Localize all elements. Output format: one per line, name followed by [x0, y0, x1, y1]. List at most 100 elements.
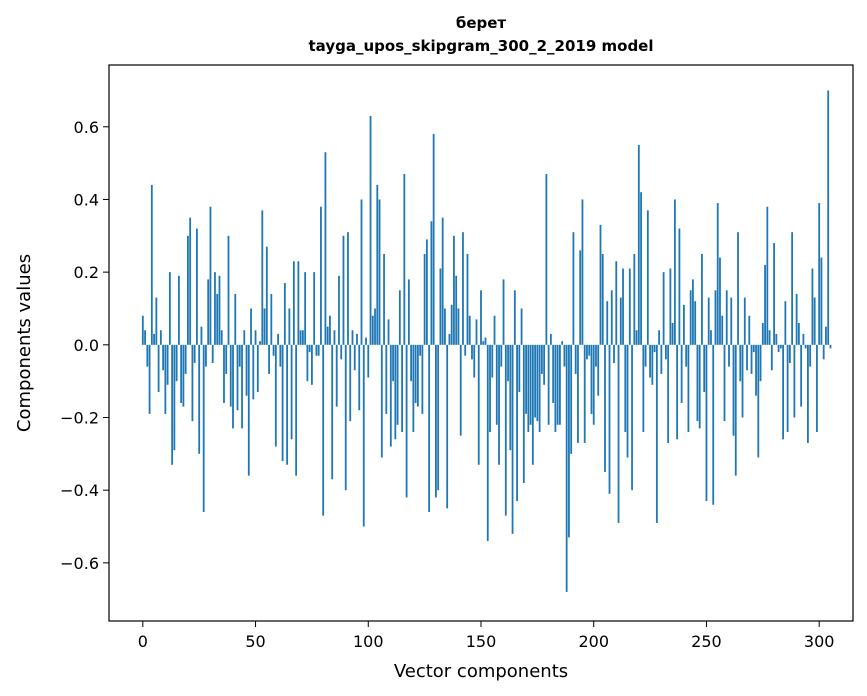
bar [502, 279, 505, 345]
bar [712, 344, 715, 505]
bar [428, 344, 431, 512]
bar [613, 344, 615, 363]
y-tick-label: 0.6 [74, 118, 99, 137]
bar [247, 344, 250, 476]
bar [520, 308, 523, 345]
bar [286, 344, 289, 465]
bar [173, 344, 176, 451]
bar [484, 337, 487, 345]
bar [308, 344, 311, 353]
bar [606, 301, 609, 345]
bar [597, 344, 600, 396]
bar [667, 344, 670, 443]
bar [421, 344, 424, 414]
bar [180, 344, 183, 403]
bar [198, 344, 201, 454]
bar [795, 293, 798, 345]
bar [419, 344, 422, 356]
bar [784, 301, 787, 345]
bar [425, 239, 428, 345]
x-tick-label: 50 [245, 632, 265, 651]
bar [813, 297, 816, 345]
bar [146, 344, 149, 367]
bar [270, 293, 273, 345]
bar [268, 344, 270, 374]
bar [471, 344, 473, 360]
bar [164, 344, 167, 414]
bar [581, 199, 584, 345]
bar [342, 235, 345, 345]
bar [595, 344, 597, 367]
bar [509, 344, 512, 451]
bar [725, 290, 728, 345]
bar [561, 341, 564, 345]
bar [335, 344, 338, 407]
bar [782, 344, 785, 440]
bar [827, 90, 830, 345]
bar [207, 279, 210, 345]
bar [229, 344, 232, 407]
bar [655, 344, 658, 523]
bar [477, 344, 480, 465]
bar [680, 344, 683, 403]
bar [356, 333, 358, 345]
bar [432, 134, 435, 345]
bar [552, 344, 555, 403]
bar [159, 330, 162, 345]
bar [563, 344, 566, 367]
bar [344, 344, 347, 491]
bar [301, 330, 304, 345]
bar [290, 344, 293, 440]
bar [592, 344, 595, 425]
bar [504, 344, 507, 516]
bar [358, 344, 361, 411]
chart-title-line-1: берет [456, 14, 507, 32]
bar [410, 344, 413, 382]
bar [531, 344, 534, 465]
bar [676, 344, 679, 440]
bar [241, 344, 243, 429]
bar [182, 344, 185, 407]
bar [331, 344, 334, 480]
bar [825, 326, 827, 345]
bar [804, 344, 807, 349]
bar [770, 344, 773, 371]
bar [220, 330, 223, 345]
bar [459, 344, 462, 436]
bar [423, 253, 426, 345]
bar [755, 344, 757, 396]
bar [378, 199, 381, 345]
bar [412, 344, 415, 433]
bar [299, 330, 302, 345]
bar [396, 344, 399, 425]
bar [414, 344, 417, 403]
bar [766, 206, 769, 345]
bar [768, 330, 771, 345]
bar [653, 344, 656, 353]
bar [637, 144, 640, 345]
bar [274, 344, 277, 447]
bar [252, 344, 255, 400]
bar [313, 272, 316, 345]
bar [685, 344, 688, 367]
bar [489, 344, 491, 433]
bar [371, 315, 374, 345]
bar [261, 210, 264, 345]
bar [144, 330, 146, 345]
bar [723, 344, 726, 422]
bar [615, 261, 618, 345]
bar [455, 275, 458, 345]
bar [730, 297, 733, 345]
bar [640, 192, 642, 345]
bar [171, 344, 174, 465]
bar [500, 344, 503, 367]
bar [166, 344, 169, 385]
bar [549, 333, 552, 345]
bar [462, 232, 464, 345]
bar [202, 344, 205, 512]
bars-group [141, 90, 832, 592]
bar [737, 232, 739, 345]
bar [732, 344, 735, 436]
bar [175, 344, 178, 382]
bar [367, 344, 370, 378]
